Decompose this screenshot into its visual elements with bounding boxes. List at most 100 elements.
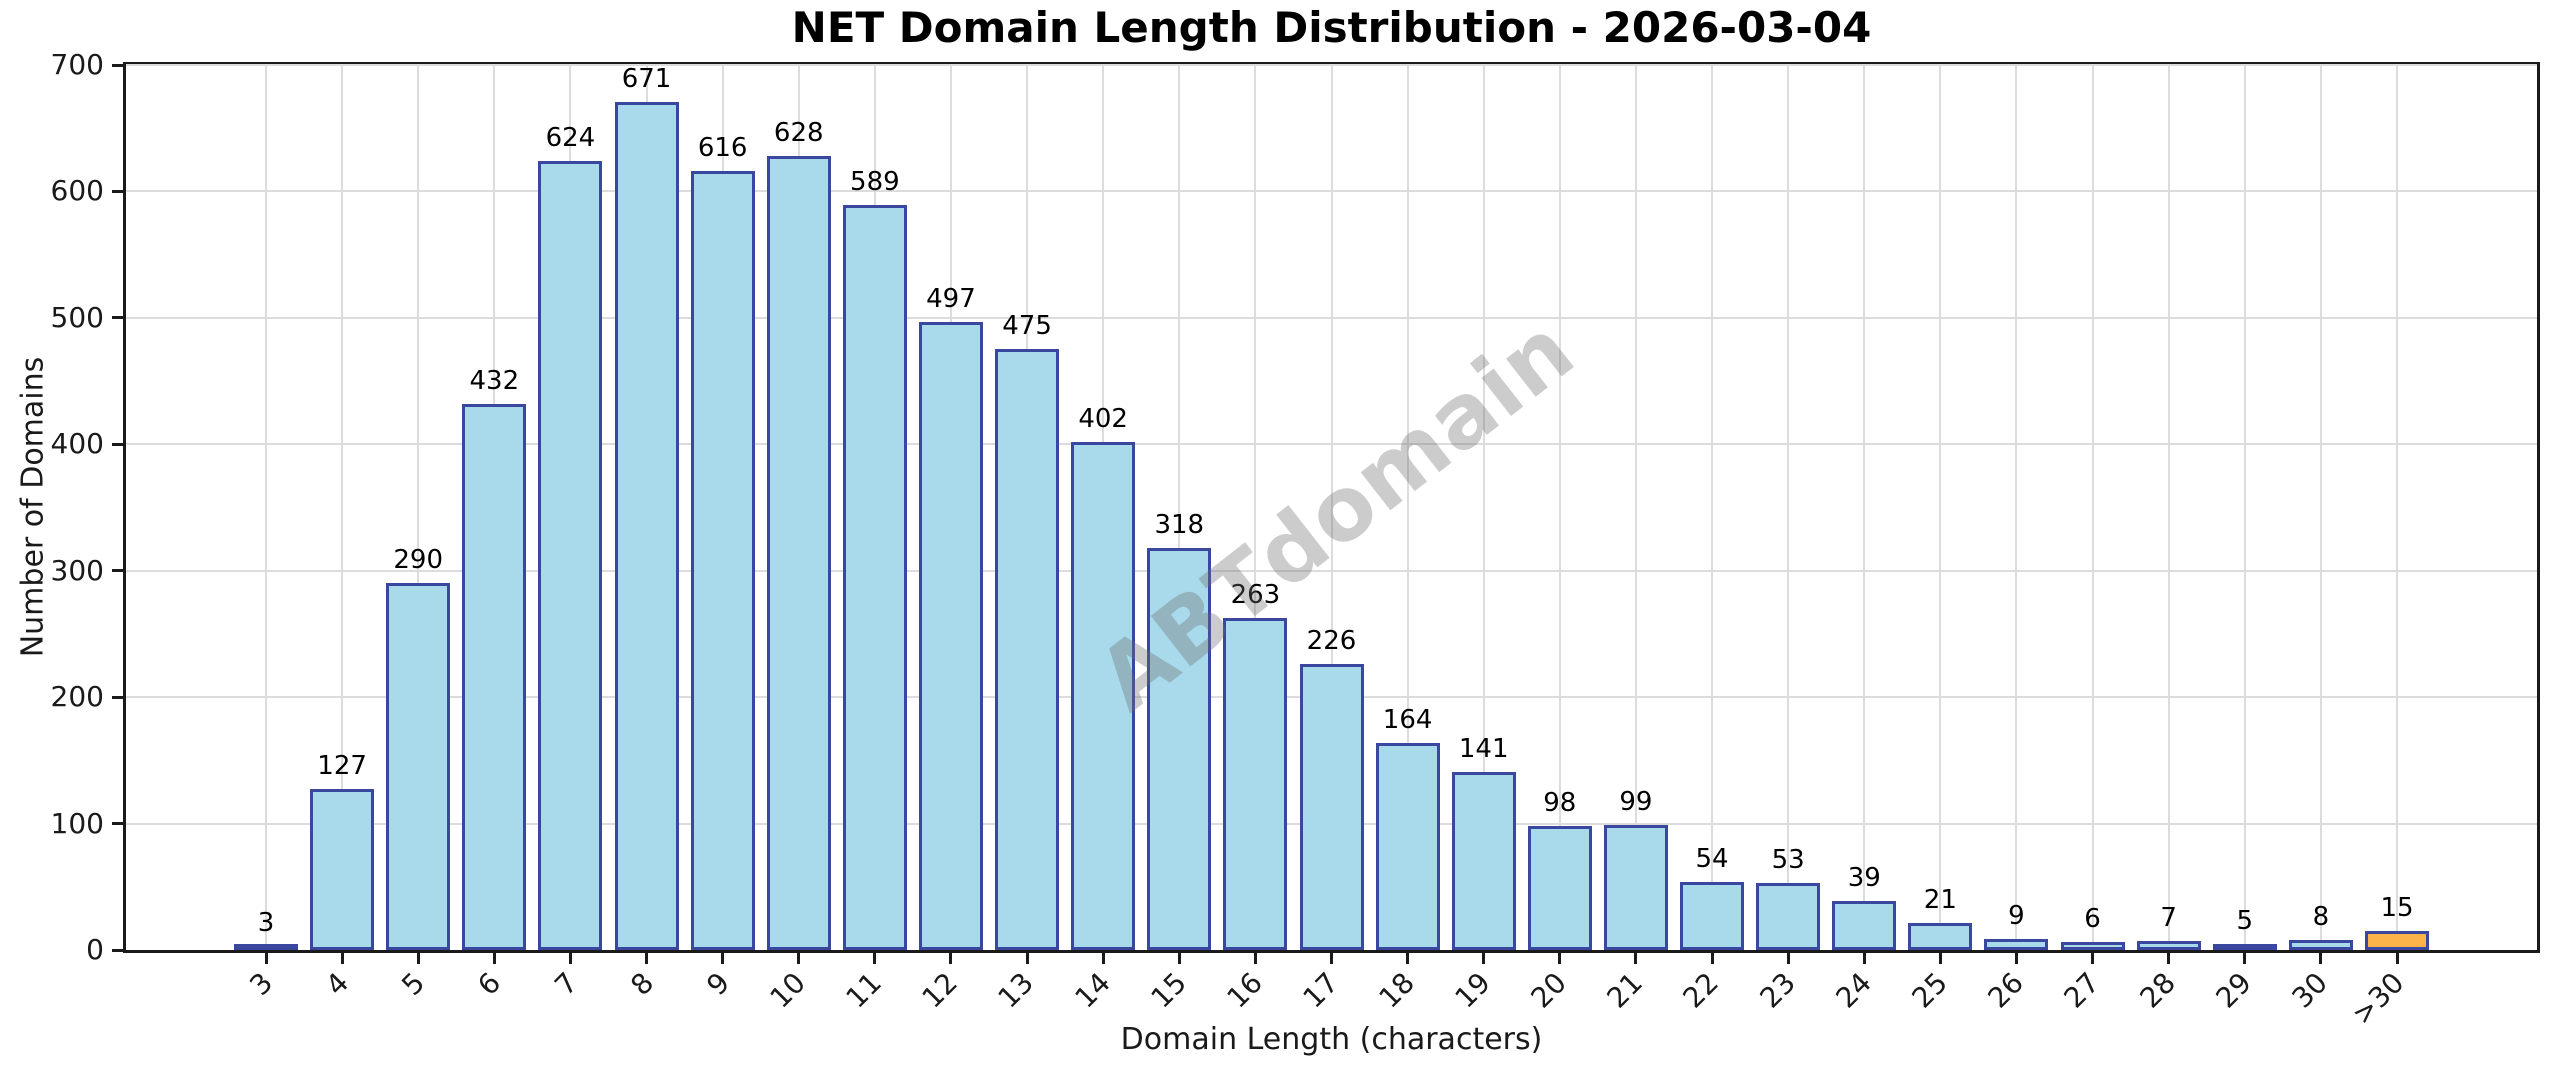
v-gridline — [1406, 65, 1409, 950]
x-tick-label-text: 30 — [2285, 966, 2335, 1015]
bar — [2365, 931, 2429, 950]
x-tick-label-text: 8 — [623, 966, 660, 1002]
bar-value-label: 21 — [1923, 885, 1957, 916]
y-tick-label: 600 — [50, 174, 104, 208]
bar-value-label: 9 — [2008, 900, 2025, 931]
x-tick-mark — [340, 953, 344, 964]
y-tick-label: 300 — [50, 553, 104, 587]
v-gridline — [2243, 65, 2246, 950]
x-tick-label-text: 24 — [1829, 966, 1878, 1015]
v-gridline — [2396, 65, 2398, 950]
bar — [2288, 939, 2353, 950]
x-tick-mark — [645, 953, 649, 964]
x-tick-label-text: 14 — [1067, 966, 1117, 1015]
y-tick-mark — [112, 695, 123, 699]
bar-value-label: 15 — [2380, 893, 2414, 924]
bar-value-label: 616 — [697, 133, 748, 164]
chart-title: NET Domain Length Distribution - 2026-03… — [791, 3, 1872, 52]
bar-value-label: 53 — [1771, 845, 1805, 875]
bar — [2212, 943, 2277, 950]
bar-value-label: 628 — [773, 118, 824, 149]
bar-value-label: 39 — [1847, 862, 1881, 893]
bar — [234, 944, 298, 950]
v-gridline — [1330, 65, 1333, 950]
x-tick-mark — [2167, 953, 2171, 964]
bar-value-label: 263 — [1230, 579, 1281, 610]
bar-value-label: 8 — [2312, 901, 2330, 932]
v-gridline — [2091, 65, 2094, 950]
y-tick-mark — [112, 63, 123, 67]
y-tick-label: 500 — [50, 300, 104, 334]
bar — [1527, 826, 1592, 950]
x-tick-mark — [264, 953, 268, 964]
v-gridline — [2015, 65, 2018, 950]
x-tick-mark — [2014, 953, 2018, 964]
x-tick-mark — [1101, 953, 1105, 964]
bar — [995, 349, 1060, 950]
x-tick-label-text: 20 — [1524, 966, 1574, 1015]
v-gridline — [2319, 65, 2322, 950]
bar-value-label: 6 — [2084, 904, 2101, 935]
bar — [1147, 547, 1212, 950]
y-tick-mark — [112, 316, 123, 320]
plot-area: 3 127 290 432 624 671 616 628 589 497 475 402 318 263… — [123, 62, 2540, 953]
x-tick-label-text: 7 — [547, 966, 584, 1002]
x-tick-label-text: 26 — [1981, 966, 2030, 1015]
x-tick-label-text: 15 — [1144, 966, 1193, 1015]
x-tick-label-text: 18 — [1372, 966, 1421, 1015]
x-tick-mark — [2319, 953, 2323, 964]
v-gridline — [2167, 65, 2170, 950]
x-tick-label-text: 28 — [2133, 966, 2183, 1015]
x-tick-label-text: 3 — [243, 966, 280, 1002]
bar — [462, 403, 527, 950]
bar-value-label: 624 — [545, 123, 596, 154]
v-gridline — [417, 65, 420, 950]
x-tick-label-text: 25 — [1905, 966, 1954, 1015]
bar — [690, 171, 755, 950]
x-tick-label-text: 5 — [395, 966, 432, 1002]
v-gridline — [341, 65, 344, 950]
x-tick-label-text: 4 — [319, 966, 356, 1002]
bar — [1680, 881, 1745, 950]
v-gridline — [1482, 65, 1485, 950]
bar-value-label: 318 — [1154, 509, 1205, 540]
bar-value-label: 3 — [257, 908, 275, 938]
y-tick-label: 200 — [50, 680, 104, 714]
x-tick-mark — [873, 953, 877, 964]
y-tick-label: 400 — [50, 427, 104, 461]
y-tick-label: 700 — [50, 48, 104, 81]
x-tick-label-text: 16 — [1220, 966, 1269, 1015]
x-tick-mark — [1558, 953, 1562, 964]
y-tick-label: 0 — [86, 933, 104, 966]
bar — [1603, 824, 1668, 950]
v-gridline — [265, 65, 267, 950]
plot-inner: 3 127 290 432 624 671 616 628 589 497 475 402 318 263… — [126, 64, 2537, 950]
y-tick-mark — [112, 569, 123, 573]
bar — [1375, 742, 1440, 950]
x-tick-mark — [1786, 953, 1790, 964]
bar-value-label: 226 — [1306, 626, 1357, 657]
x-tick-mark — [721, 953, 725, 964]
v-gridline — [1711, 65, 1714, 950]
x-tick-mark — [797, 953, 801, 964]
x-tick-label-text: 17 — [1296, 966, 1345, 1015]
x-tick-label-text: 29 — [2209, 966, 2259, 1015]
bar — [1756, 883, 1821, 950]
x-tick-label-text: 10 — [763, 966, 813, 1015]
x-tick-mark — [949, 953, 953, 964]
x-tick-mark — [1634, 953, 1638, 964]
bar — [842, 205, 907, 950]
x-tick-mark — [1710, 953, 1714, 964]
x-tick-label-text: 22 — [1676, 966, 1726, 1015]
x-tick-mark — [1330, 953, 1333, 964]
bar-value-label: 7 — [2160, 903, 2177, 934]
y-tick-mark — [112, 948, 123, 952]
y-tick-mark — [112, 822, 123, 826]
v-gridline — [1634, 65, 1637, 950]
x-tick-label-text: 19 — [1448, 966, 1498, 1015]
bar — [2136, 941, 2201, 950]
x-tick-mark — [2395, 953, 2399, 964]
y-axis-label: Number of Domains — [15, 356, 51, 658]
x-tick-mark — [2091, 953, 2095, 964]
